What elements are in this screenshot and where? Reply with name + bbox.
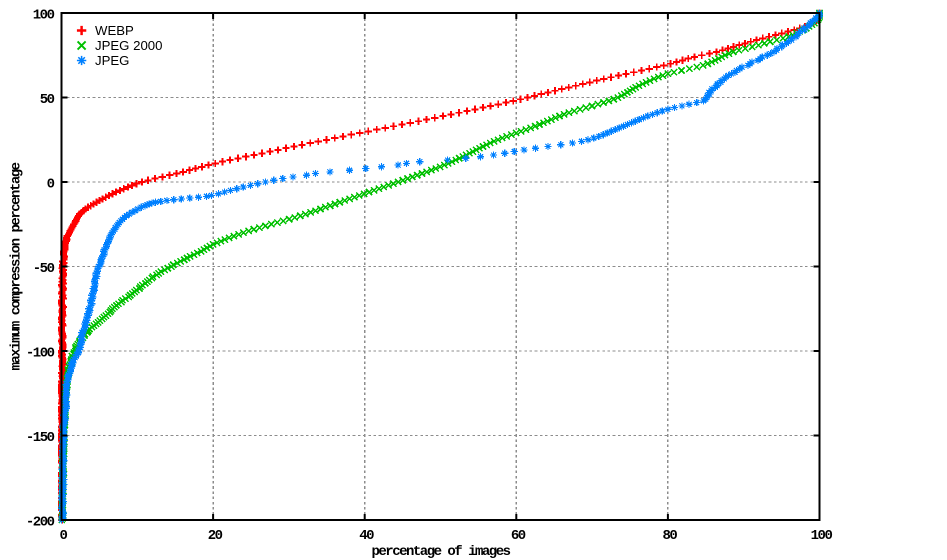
- svg-text:0: 0: [60, 528, 68, 544]
- svg-text:20: 20: [208, 528, 223, 544]
- svg-text:WEBP: WEBP: [95, 23, 134, 38]
- svg-text:0: 0: [47, 176, 55, 192]
- svg-text:60: 60: [511, 528, 526, 544]
- svg-text:JPEG 2000: JPEG 2000: [95, 38, 162, 53]
- svg-text:percentage of images: percentage of images: [371, 544, 510, 560]
- svg-text:80: 80: [662, 528, 677, 544]
- svg-text:100: 100: [811, 528, 833, 544]
- svg-text:-100: -100: [26, 345, 55, 361]
- svg-text:JPEG: JPEG: [95, 53, 129, 68]
- svg-text:maximum compression percentage: maximum compression percentage: [9, 162, 25, 370]
- svg-text:50: 50: [40, 92, 55, 108]
- svg-text:-50: -50: [33, 261, 55, 277]
- svg-text:40: 40: [359, 528, 374, 544]
- svg-text:-150: -150: [26, 430, 55, 446]
- svg-text:100: 100: [33, 7, 55, 23]
- svg-text:-200: -200: [26, 514, 55, 530]
